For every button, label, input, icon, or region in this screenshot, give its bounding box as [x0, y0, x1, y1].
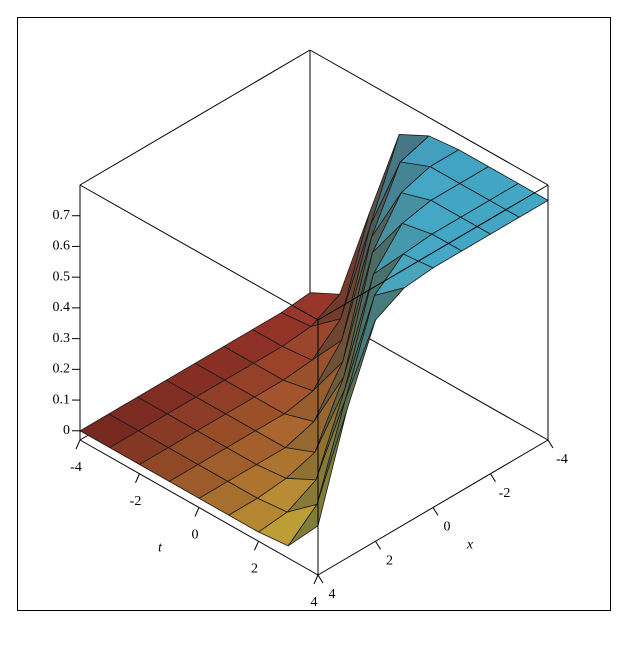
z-tick-label: 0.3 [53, 331, 71, 346]
t-tick [254, 541, 259, 551]
t-tick [135, 473, 140, 483]
x-axis-label: x [466, 538, 474, 553]
x-tick-label: -2 [499, 486, 511, 501]
z-tick-label: 0.7 [53, 208, 71, 223]
z-tick-label: 0.5 [53, 269, 71, 284]
z-tick-label: 0.2 [53, 362, 71, 377]
x-tick-label: 0 [444, 520, 451, 535]
t-tick [194, 507, 200, 517]
z-tick-label: 0.1 [53, 392, 71, 407]
z-tick-label: 0.4 [53, 300, 71, 315]
t-tick-label: 2 [251, 561, 258, 576]
t-tick-label: 0 [192, 528, 199, 543]
t-tick-label: -4 [70, 460, 82, 475]
z-tick-label: 0.6 [53, 239, 71, 254]
x-tick [490, 473, 496, 483]
x-tick [317, 574, 324, 584]
box-edge [79, 49, 311, 186]
x-tick-label: -4 [556, 452, 568, 467]
z-tick-label: 0 [63, 423, 70, 438]
x-tick-label: 2 [386, 553, 393, 568]
t-tick [313, 574, 319, 585]
x-tick-label: 4 [329, 587, 336, 602]
box-edge [317, 184, 549, 321]
box-edge [79, 184, 319, 321]
t-tick [75, 439, 81, 450]
t-tick-label: -2 [130, 494, 142, 509]
t-tick-label: 4 [311, 595, 318, 610]
x-tick [375, 540, 381, 550]
x-tick [547, 439, 554, 449]
box-edge [309, 49, 549, 186]
x-tick [432, 507, 439, 516]
t-axis-label: t [158, 541, 163, 556]
